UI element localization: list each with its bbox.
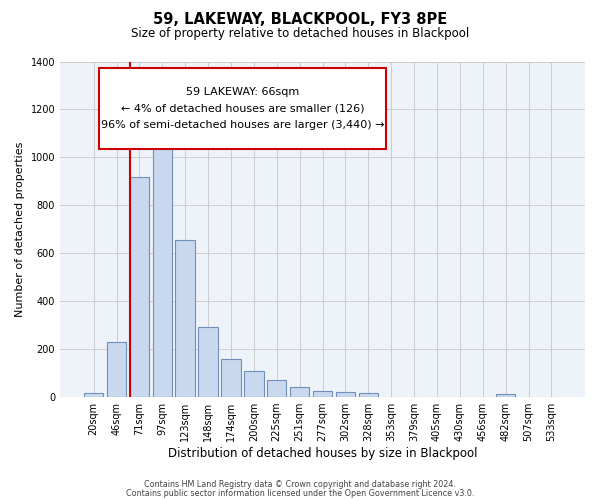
Bar [152,138,172,397]
Text: Contains public sector information licensed under the Open Government Licence v3: Contains public sector information licen… [126,488,474,498]
Text: Contains HM Land Registry data © Crown copyright and database right 2024.: Contains HM Land Registry data © Crown c… [144,480,456,489]
Bar [107,342,126,397]
Bar [290,388,310,397]
Bar [496,394,515,397]
Y-axis label: Number of detached properties: Number of detached properties [15,142,25,317]
Bar [84,394,103,397]
Bar [199,327,218,397]
Text: 59, LAKEWAY, BLACKPOOL, FY3 8PE: 59, LAKEWAY, BLACKPOOL, FY3 8PE [153,12,447,28]
Text: 59 LAKEWAY: 66sqm
← 4% of detached houses are smaller (126)
96% of semi-detached: 59 LAKEWAY: 66sqm ← 4% of detached house… [101,87,384,130]
Bar [175,240,195,397]
Bar [130,176,149,397]
Bar [359,393,378,397]
X-axis label: Distribution of detached houses by size in Blackpool: Distribution of detached houses by size … [168,447,477,460]
Bar [335,392,355,397]
Bar [267,380,286,397]
FancyBboxPatch shape [100,68,386,149]
Bar [221,358,241,397]
Bar [313,391,332,397]
Bar [244,370,263,397]
Text: Size of property relative to detached houses in Blackpool: Size of property relative to detached ho… [131,28,469,40]
